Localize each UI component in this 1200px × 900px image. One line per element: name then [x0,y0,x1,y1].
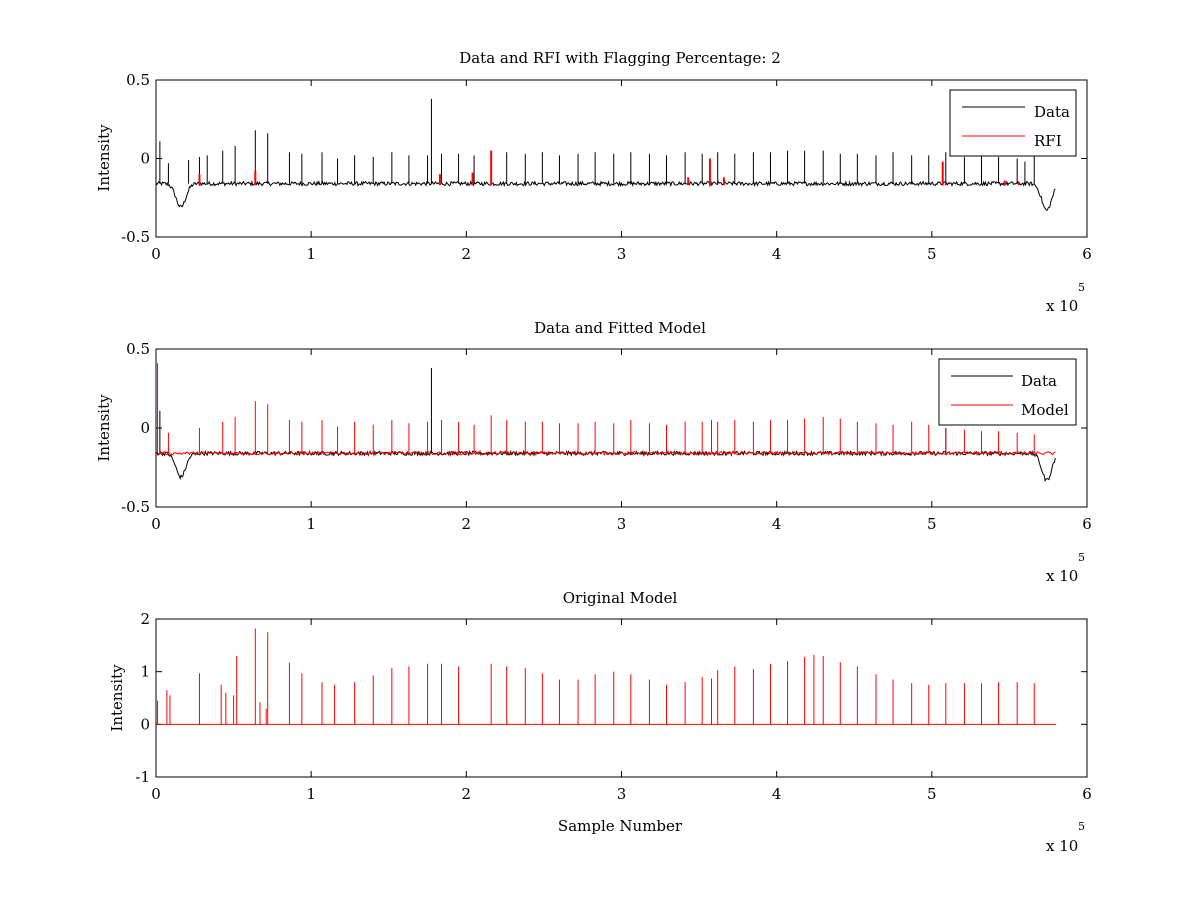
x-multiplier-label: x 10 [1046,297,1078,315]
x-tick-label: 3 [617,245,627,263]
x-tick-label: 3 [617,515,627,533]
y-tick-label: 1 [140,663,150,681]
x-multiplier-exponent: 5 [1078,281,1085,294]
x-tick-label: 4 [772,245,782,263]
x-tick-label: 4 [772,785,782,803]
x-multiplier-label: x 10 [1046,837,1078,855]
x-multiplier-exponent: 5 [1078,820,1085,833]
x-multiplier-label: x 10 [1046,567,1078,585]
y-tick-label: -0.5 [121,228,150,246]
y-tick-label: 0.5 [126,71,150,89]
x-tick-label: 2 [462,785,472,803]
x-tick-label: 1 [306,245,316,263]
y-tick-label: -0.5 [121,498,150,516]
x-tick-label: 6 [1082,515,1092,533]
x-tick-label: 5 [927,785,937,803]
panel-data-rfi: Data and RFI with Flagging Percentage: 2… [95,49,1092,315]
legend-box [949,89,1077,157]
model-baseline [155,450,1056,456]
legend: Data Model [938,358,1077,426]
x-tick-label: 6 [1082,245,1092,263]
y-tick-label: 0 [140,419,150,437]
chart-title: Original Model [563,589,678,607]
legend: Data RFI [949,89,1077,157]
y-tick-label: 0 [140,150,150,168]
y-axis-label: Intensity [95,394,113,462]
x-tick-label: 2 [462,245,472,263]
y-tick-label: 0 [140,715,150,733]
x-tick-label: 6 [1082,785,1092,803]
plot-area [155,618,1088,778]
panel-data-model: Data and Fitted Model Intensity x 10 5 0… [95,319,1092,585]
chart-title: Data and Fitted Model [534,319,706,337]
plot-area [155,79,1088,238]
axes-border [155,348,1088,508]
x-tick-label: 4 [772,515,782,533]
x-tick-label: 5 [927,515,937,533]
legend-label-data: Data [1034,103,1070,121]
legend-label-rfi: RFI [1034,132,1062,150]
x-tick-label: 0 [151,515,161,533]
x-tick-label: 1 [306,785,316,803]
x-tick-label: 1 [306,515,316,533]
x-tick-label: 5 [927,245,937,263]
x-axis-label: Sample Number [558,817,683,835]
y-tick-label: 2 [140,610,150,628]
x-tick-label: 3 [617,785,627,803]
axes-frame [155,79,1088,238]
y-axis-label: Intensity [108,664,126,732]
legend-box [938,358,1077,426]
x-tick-label: 2 [462,515,472,533]
tick-labels: 0 1 2 3 4 5 6-0.500.5 [121,71,1092,263]
y-tick-label: -1 [135,768,150,786]
panel-original-model: Original Model Intensity Sample Number x… [108,589,1092,855]
x-tick-label: 0 [151,785,161,803]
axes-frame [155,618,1088,778]
legend-label-model: Model [1021,401,1069,419]
axes-border [155,79,1088,238]
tick-labels: 0 1 2 3 4 5 6-0.500.5 [121,340,1092,533]
y-axis-label: Intensity [95,124,113,192]
series-line-data [155,179,1056,212]
plot-area [155,348,1088,508]
y-tick-label: 0.5 [126,340,150,358]
chart-title: Data and RFI with Flagging Percentage: 2 [459,49,781,67]
axes-frame [155,348,1088,508]
axes-border [155,618,1088,778]
legend-label-data: Data [1021,372,1057,390]
x-multiplier-exponent: 5 [1078,551,1085,564]
x-tick-label: 0 [151,245,161,263]
